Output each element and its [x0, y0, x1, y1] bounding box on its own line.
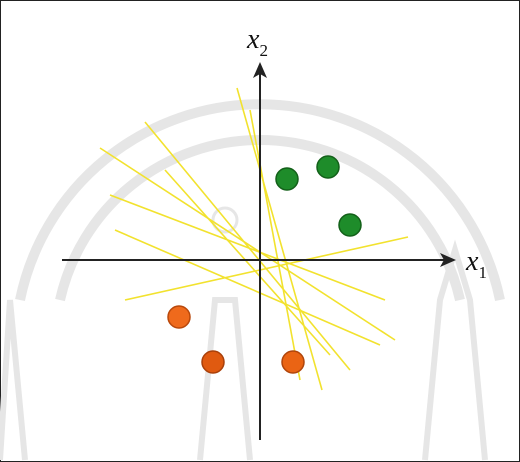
x-label-sub: 1 — [478, 263, 487, 282]
axes — [62, 72, 446, 440]
class-b-points — [167, 305, 305, 374]
y-axis-label: x2 — [246, 24, 268, 60]
y-label-sub: 2 — [259, 41, 268, 60]
x-label-base: x — [465, 246, 479, 277]
y-label-base: x — [246, 24, 260, 55]
y-arrow — [253, 62, 267, 78]
separating-lines — [99, 87, 409, 391]
x-axis-label: x1 — [465, 246, 487, 282]
x-arrow — [440, 253, 456, 267]
class-a-points — [275, 155, 362, 237]
